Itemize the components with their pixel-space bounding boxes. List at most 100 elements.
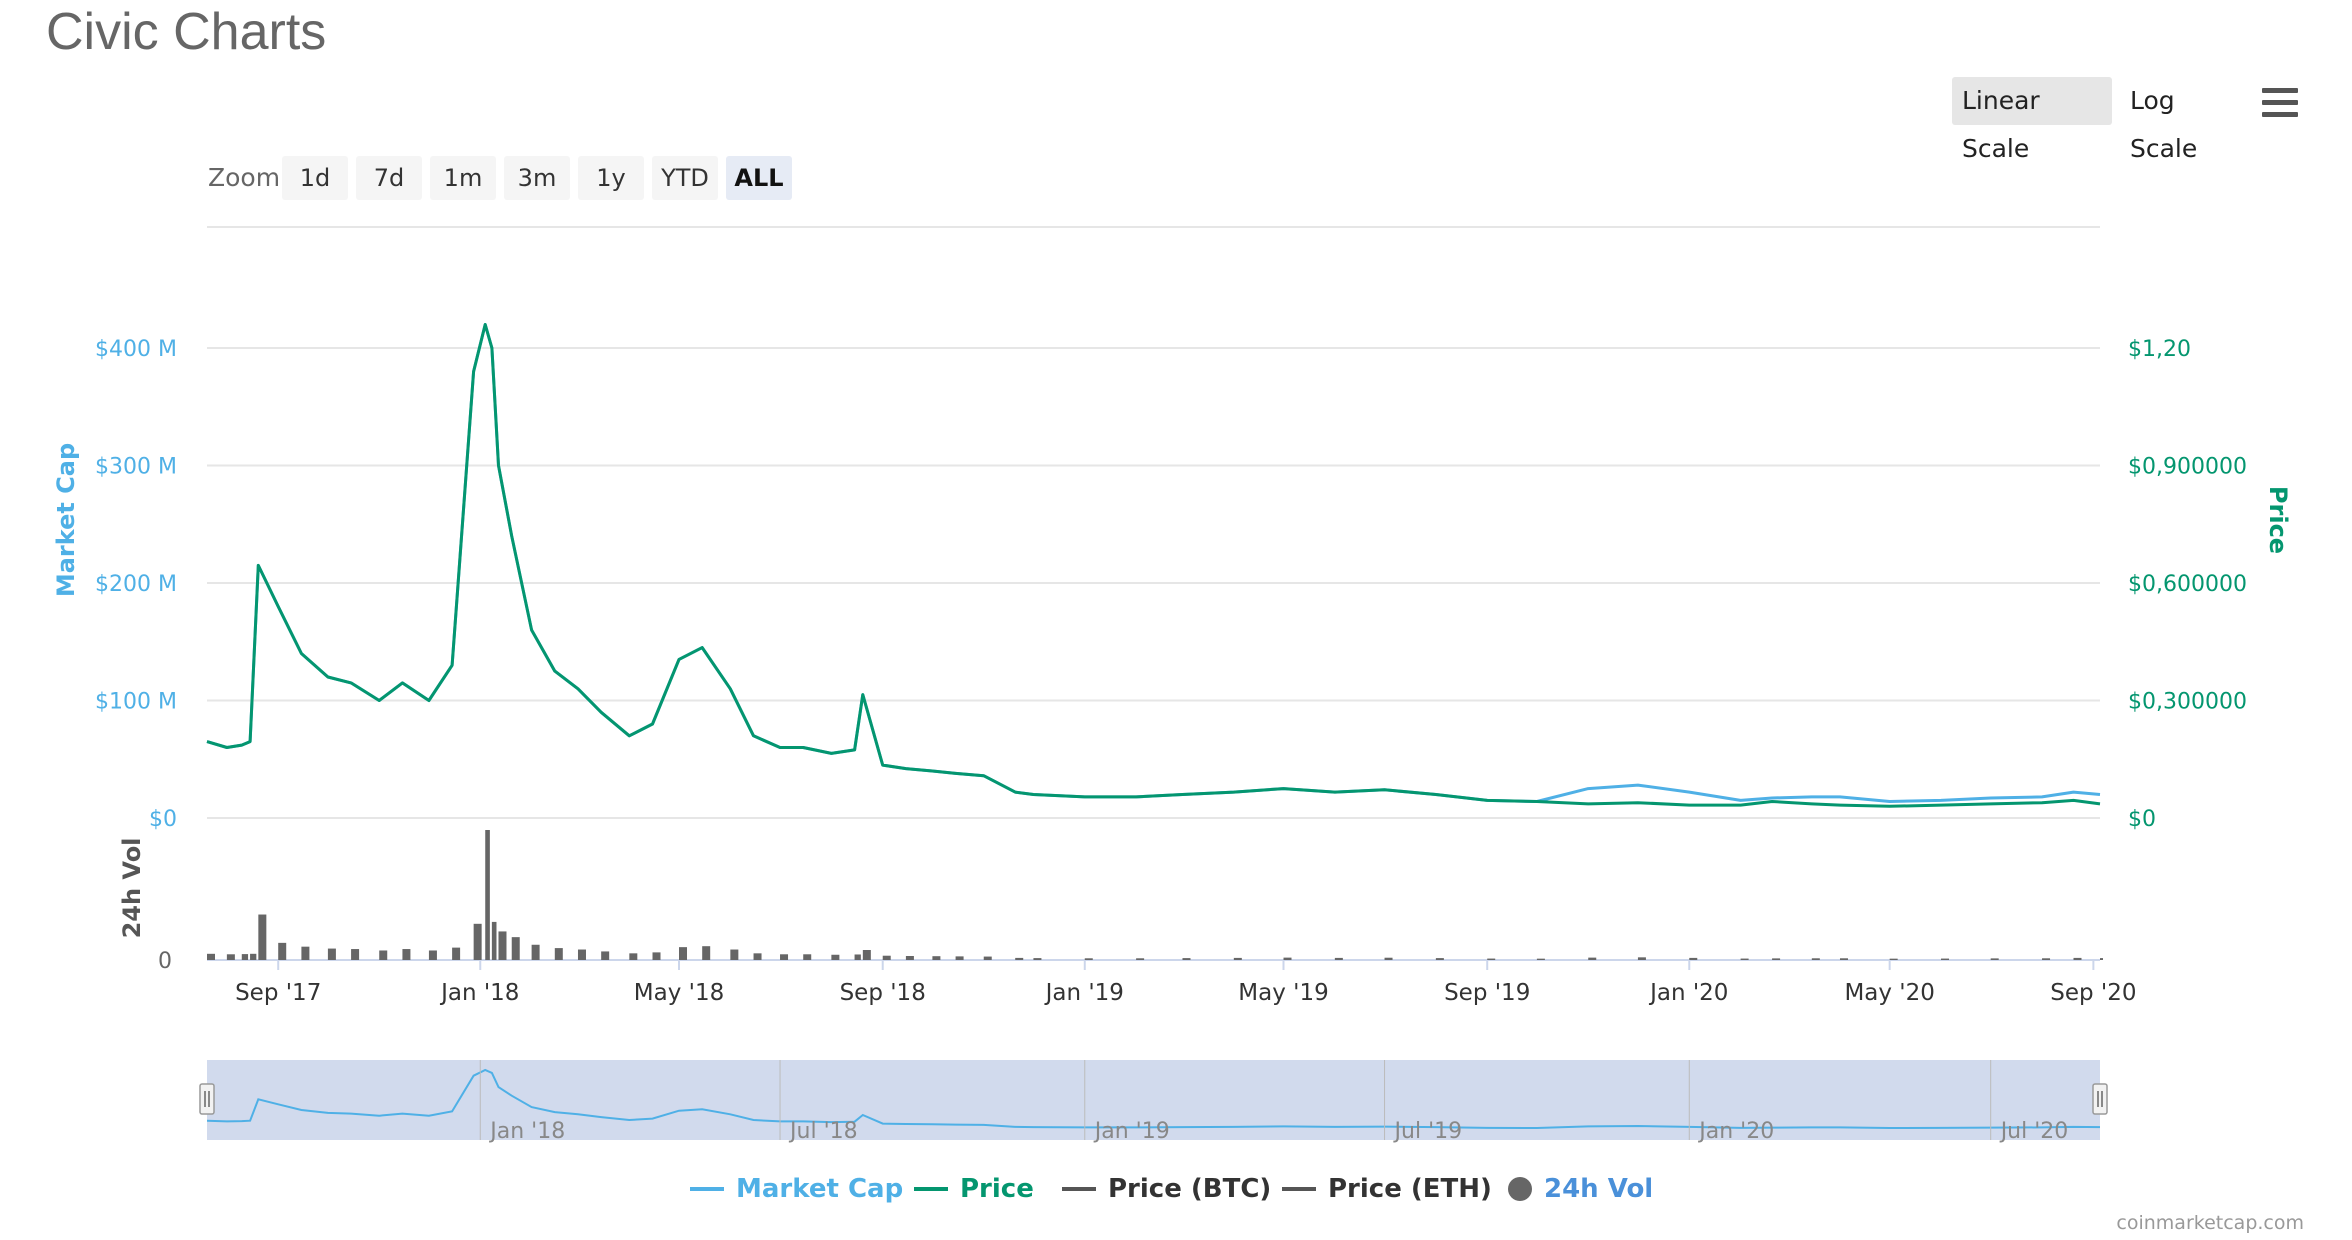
- volume-bar: [1334, 957, 1343, 960]
- volume-bar: [301, 946, 310, 960]
- x-tick-label: Sep '17: [235, 980, 321, 1006]
- volume-bar: [1637, 957, 1646, 960]
- volume-bar: [780, 954, 789, 960]
- x-tick-label: May '19: [1238, 980, 1328, 1006]
- y-left-tick-label: $100 M: [95, 690, 177, 715]
- y-left-tick-label: $300 M: [95, 455, 177, 480]
- legend-price-btc[interactable]: Price (BTC): [1062, 1174, 1271, 1204]
- y-left-axis-title: Market Cap: [52, 443, 80, 597]
- zoom-7d-button[interactable]: 7d: [356, 156, 422, 200]
- navigator-tick-label: Jul '19: [1393, 1119, 1463, 1144]
- volume-axis-title: 24h Vol: [118, 838, 146, 939]
- volume-bar: [1990, 958, 1999, 960]
- volume-bar: [428, 950, 437, 960]
- navigator-left-handle[interactable]: [199, 1083, 215, 1115]
- price-line: [206, 323, 2101, 808]
- volume-tick-label: 0: [158, 949, 172, 974]
- zoom-1y-button[interactable]: 1y: [578, 156, 644, 200]
- volume-bar: [327, 948, 336, 960]
- volume-bar: [250, 953, 257, 960]
- volume-bar: [983, 956, 992, 960]
- volume-bar: [511, 937, 520, 960]
- legend-24h-vol[interactable]: 24h Vol: [1508, 1174, 1653, 1204]
- zoom-1d-button[interactable]: 1d: [282, 156, 348, 200]
- zoom-ytd-button[interactable]: YTD: [652, 156, 718, 200]
- volume-bar: [1811, 958, 1820, 960]
- volume-bar: [1233, 957, 1242, 960]
- volume-bar: [473, 923, 482, 960]
- hamburger-menu-icon[interactable]: [2262, 88, 2298, 118]
- legend-line-icon: [1062, 1187, 1096, 1191]
- x-tick-label: Jan '19: [1044, 980, 1124, 1006]
- volume-bar: [1283, 957, 1292, 960]
- volume-bar: [1941, 958, 1950, 960]
- legend-price[interactable]: Price: [914, 1174, 1034, 1204]
- volume-bar: [1136, 958, 1145, 960]
- legend-label: Price (ETH): [1328, 1174, 1492, 1204]
- legend-market-cap[interactable]: Market Cap: [690, 1174, 903, 1204]
- volume-bar: [1536, 958, 1545, 960]
- legend-line-icon: [1282, 1187, 1316, 1191]
- log-scale-button[interactable]: Log Scale: [2130, 86, 2198, 163]
- zoom-3m-button[interactable]: 3m: [504, 156, 570, 200]
- volume-bar: [753, 953, 762, 960]
- volume-bar: [882, 955, 891, 960]
- volume-bar: [932, 956, 941, 960]
- y-left-tick-label: $0: [149, 807, 177, 832]
- zoom-all-button[interactable]: ALL: [726, 156, 792, 200]
- legend-label: 24h Vol: [1544, 1174, 1654, 1204]
- volume-bar: [452, 947, 461, 960]
- x-tick-label: May '20: [1844, 980, 1934, 1006]
- volume-bar: [2073, 957, 2082, 960]
- y-right-tick-label: $0: [2128, 807, 2156, 832]
- volume-bar: [1487, 958, 1496, 960]
- navigator-tick-label: Jul '18: [788, 1119, 858, 1144]
- zoom-label: Zoom: [208, 163, 281, 192]
- volume-bar: [1740, 958, 1749, 960]
- volume-bar: [351, 949, 360, 960]
- volume-bar: [241, 954, 249, 960]
- volume-bar: [955, 956, 964, 960]
- volume-bar: [601, 951, 610, 960]
- volume-bar: [1772, 958, 1781, 960]
- volume-bar: [905, 956, 914, 960]
- volume-bar: [1015, 957, 1024, 960]
- x-tick-label: Jan '18: [439, 980, 519, 1006]
- credit-link[interactable]: coinmarketcap.com: [2116, 1212, 2304, 1234]
- volume-bar: [2100, 958, 2103, 960]
- volume-bar: [402, 949, 411, 960]
- volume-bar: [1033, 958, 1042, 960]
- volume-bar: [702, 946, 711, 960]
- y-left-tick-label: $200 M: [95, 572, 177, 597]
- navigator-right-handle[interactable]: [2092, 1083, 2108, 1115]
- volume-bar: [629, 953, 638, 960]
- y-right-axis-title: Price: [2264, 486, 2292, 554]
- volume-bar: [1435, 958, 1444, 960]
- navigator-series-line: [206, 1068, 2101, 1130]
- volume-bar: [554, 948, 563, 960]
- y-right-tick-label: $0,600000: [2128, 572, 2247, 597]
- navigator-tick-label: Jul '20: [1999, 1119, 2069, 1144]
- legend-label: Market Cap: [736, 1174, 904, 1204]
- volume-bar: [730, 949, 739, 960]
- legend-label: Price: [960, 1174, 1034, 1204]
- x-tick-label: Jan '20: [1648, 980, 1728, 1006]
- zoom-1m-button[interactable]: 1m: [430, 156, 496, 200]
- linear-scale-button[interactable]: Linear Scale: [1952, 77, 2112, 163]
- legend-line-icon: [690, 1187, 724, 1191]
- volume-bar: [379, 950, 388, 960]
- volume-bar: [854, 954, 861, 960]
- x-tick-label: Sep '20: [2050, 980, 2136, 1006]
- legend-price-eth[interactable]: Price (ETH): [1282, 1174, 1492, 1204]
- navigator-tick-label: Jan '20: [1697, 1119, 1774, 1144]
- volume-bar: [278, 942, 287, 960]
- volume-bar: [1084, 958, 1093, 960]
- volume-bar: [1588, 957, 1597, 960]
- volume-bar: [1182, 958, 1191, 960]
- x-tick-label: May '18: [634, 980, 724, 1006]
- navigator-tick-label: Jan '19: [1093, 1119, 1170, 1144]
- page-title: Civic Charts: [46, 3, 327, 61]
- volume-bar: [679, 947, 688, 960]
- volume-bar: [531, 944, 540, 960]
